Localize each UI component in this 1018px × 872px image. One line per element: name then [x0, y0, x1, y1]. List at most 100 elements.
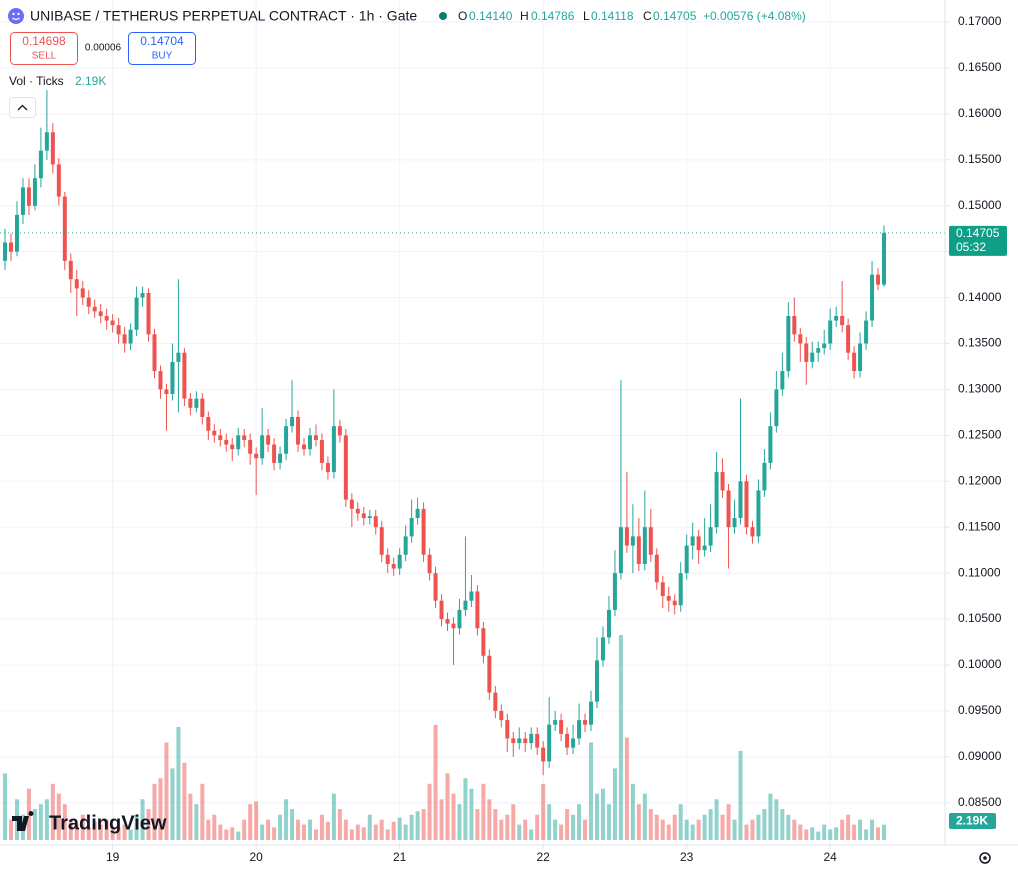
volume-bar	[589, 742, 594, 840]
volume-bar	[128, 829, 133, 840]
candle-body	[523, 738, 528, 744]
volume-bar	[583, 819, 588, 840]
volume-bar	[756, 814, 761, 840]
volume-bar	[272, 827, 277, 840]
candle-body	[475, 591, 480, 629]
volume-bar	[230, 827, 235, 840]
collapse-button[interactable]	[9, 97, 36, 118]
volume-bar	[212, 814, 217, 840]
candle-body	[541, 747, 546, 762]
volume-bar	[331, 793, 336, 840]
candle-body	[80, 288, 85, 298]
candle-body	[248, 439, 253, 454]
candle-body	[319, 439, 324, 463]
candle-body	[487, 655, 492, 693]
candle-body	[260, 435, 265, 459]
volume-bar	[499, 819, 504, 840]
candle-body	[254, 453, 259, 459]
candle-body	[182, 352, 187, 399]
candle-body	[876, 274, 881, 285]
candle-body	[882, 232, 887, 285]
volume-bar	[319, 814, 324, 840]
volume-bar	[421, 809, 426, 840]
volume-bar	[726, 804, 731, 840]
volume-bar	[9, 819, 14, 840]
settings-icon	[983, 856, 987, 860]
ohlc-key: H	[520, 9, 529, 23]
candle-body	[678, 573, 683, 606]
candle-body	[403, 536, 408, 555]
candle-body	[337, 426, 342, 436]
volume-value: 2.19K	[75, 74, 106, 88]
candle-body	[409, 518, 414, 537]
volume-bar	[852, 824, 857, 840]
volume-bar	[44, 799, 49, 840]
candle-body	[427, 554, 432, 574]
x-axis: 19 20 21 22 23 24	[106, 845, 837, 864]
volume-bar	[744, 824, 749, 840]
volume-bar	[74, 824, 79, 840]
sell-button[interactable]	[10, 32, 78, 65]
candle-body	[367, 516, 372, 519]
candle-body	[481, 628, 486, 656]
volume-bar	[242, 819, 247, 840]
volume-bar	[672, 814, 677, 840]
volume-bar	[642, 793, 647, 840]
volume-bar	[565, 809, 570, 840]
brand-logo[interactable]	[12, 810, 34, 831]
candle-body	[224, 439, 229, 445]
candle-body	[846, 325, 851, 353]
candle-body	[301, 444, 306, 450]
volume-bar	[493, 809, 498, 840]
candle-body	[110, 320, 115, 326]
volume-bar	[254, 801, 259, 840]
buy-button[interactable]	[128, 32, 196, 65]
volume-bar	[600, 788, 605, 840]
volume-bar	[140, 799, 145, 840]
volume-bar	[690, 824, 695, 840]
candle-body	[373, 516, 378, 528]
candle-body	[720, 472, 725, 491]
volume-bar	[511, 804, 516, 840]
candle-body	[38, 150, 43, 179]
candle-body	[86, 297, 91, 307]
volume-bar	[433, 724, 438, 840]
volume-bar	[618, 635, 623, 840]
candle-body	[630, 536, 635, 546]
volume-bar	[236, 831, 241, 840]
candle-body	[146, 292, 151, 335]
candle-body	[188, 398, 193, 408]
settings-icon[interactable]	[979, 852, 991, 864]
candle-body	[98, 311, 103, 316]
volume-bar	[379, 819, 384, 840]
volume-bar	[792, 819, 797, 840]
volume-bar	[38, 804, 43, 840]
volume-bar	[750, 819, 755, 840]
candle-body	[391, 563, 396, 569]
symbol-title[interactable]: UNIBASE / TETHERUS PERPETUAL CONTRACT · …	[30, 8, 417, 24]
ohlc-key: L	[583, 9, 590, 23]
candle-body	[194, 398, 199, 408]
brand-name[interactable]: TradingView	[49, 812, 167, 834]
chevron-icon	[17, 104, 28, 111]
candle-body	[858, 343, 863, 372]
candle-body	[864, 320, 869, 344]
x-tick-label: 21	[393, 850, 407, 864]
candle-body	[606, 609, 611, 638]
candle-body	[433, 573, 438, 601]
ohlc-value: 0.14140	[469, 9, 513, 23]
candle-body	[780, 371, 785, 390]
volume-bar	[523, 819, 528, 840]
y-tick-label: 0.10500	[958, 611, 1002, 625]
symbol-icon	[17, 12, 20, 16]
candle-body	[32, 178, 37, 206]
volume-bar	[463, 778, 468, 840]
candle-body	[457, 609, 462, 629]
volume-bar	[68, 819, 73, 840]
x-tick-label: 24	[824, 850, 838, 864]
candle-body	[379, 527, 384, 555]
volume-bar	[116, 827, 121, 840]
candle-body	[600, 637, 605, 661]
ohlc-key: O	[458, 9, 467, 23]
candle-body	[571, 738, 576, 748]
